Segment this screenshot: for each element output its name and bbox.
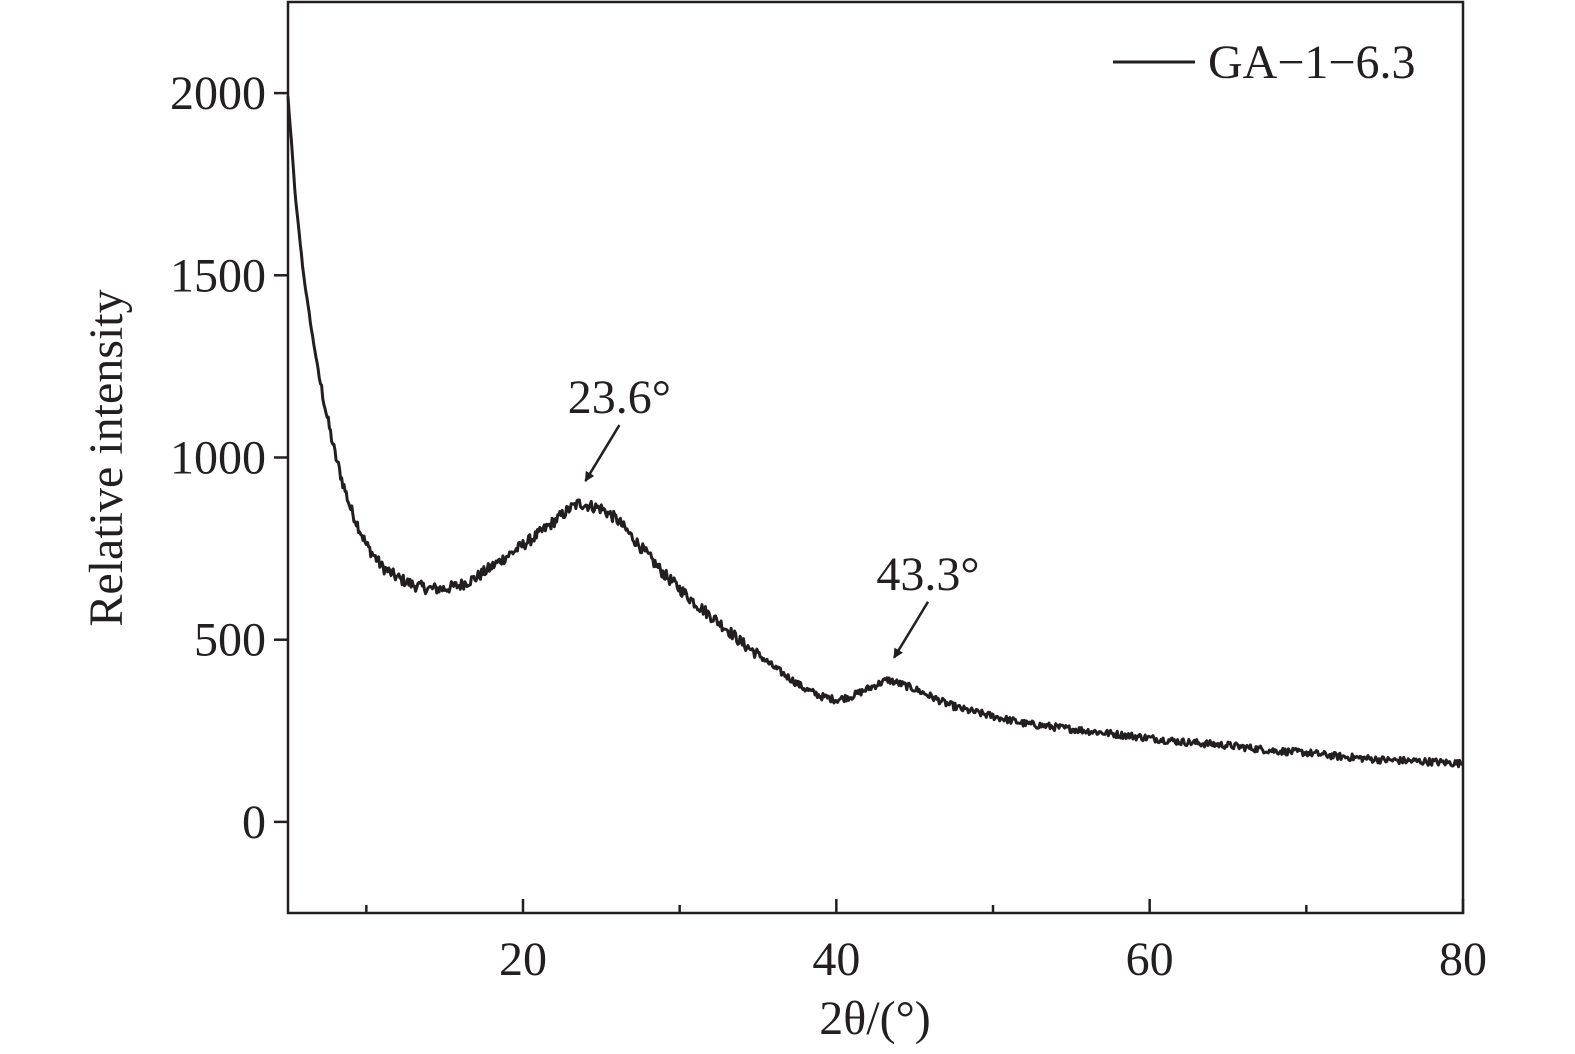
annotation-label: 23.6° xyxy=(568,371,671,424)
y-axis-title: Relative intensity xyxy=(80,289,133,626)
legend: GA−1−6.3 xyxy=(1113,36,1415,89)
y-tick-label: 0 xyxy=(242,796,266,849)
annotation-arrow xyxy=(892,601,930,659)
x-tick-label: 20 xyxy=(499,933,547,986)
series-line xyxy=(286,96,1464,769)
x-tick-label: 40 xyxy=(812,933,860,986)
legend-label: GA−1−6.3 xyxy=(1208,36,1415,89)
peak-annotations: 23.6° 43.3° xyxy=(568,371,980,659)
plot-frame xyxy=(286,0,1465,915)
y-tick-label: 500 xyxy=(194,614,266,667)
y-tick-label: 1000 xyxy=(170,432,266,485)
annotation-label: 43.3° xyxy=(876,548,979,601)
x-axis-title: 2θ/(°) xyxy=(819,992,931,1045)
annotation-arrow xyxy=(584,424,621,482)
y-axis: 0 500 1000 1500 2000 xyxy=(170,67,288,849)
y-tick-label: 2000 xyxy=(170,67,266,120)
x-tick-label: 80 xyxy=(1439,933,1487,986)
y-tick-label: 1500 xyxy=(170,249,266,302)
x-tick-label: 60 xyxy=(1126,933,1174,986)
x-axis: 20 40 60 80 xyxy=(365,899,1487,986)
